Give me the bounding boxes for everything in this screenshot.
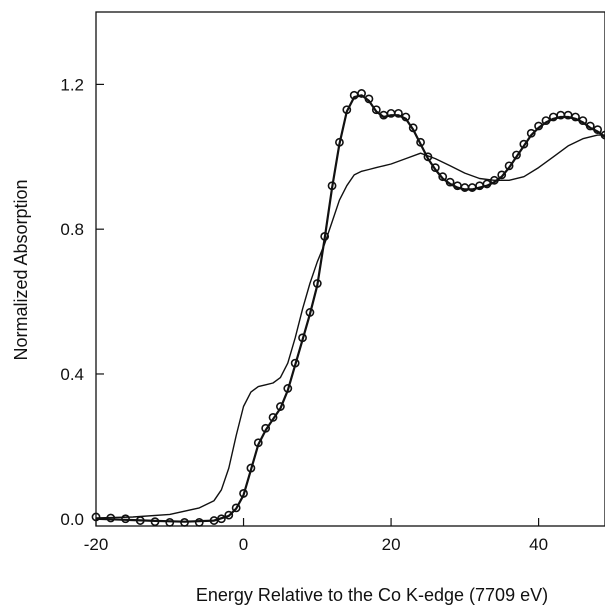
y-tick-label: 0.8 — [60, 220, 84, 239]
data-point — [394, 108, 403, 118]
marker-series — [91, 89, 605, 527]
data-point — [357, 89, 366, 98]
data-point — [497, 170, 507, 180]
data-point — [224, 510, 234, 520]
x-axis-label: Energy Relative to the Co K-edge (7709 e… — [196, 585, 548, 605]
y-tick-label: 1.2 — [60, 75, 84, 94]
data-point — [194, 517, 204, 527]
series-line — [95, 94, 605, 523]
x-tick-label: -20 — [84, 535, 109, 554]
data-point — [371, 105, 381, 115]
tick-layer: -20 0 20 40 0.0 0.4 0.8 1.2 — [60, 75, 548, 554]
x-tick-label: 0 — [239, 535, 248, 554]
x-tick-label: 20 — [382, 535, 401, 554]
series-layer — [91, 89, 605, 527]
y-axis-label: Normalized Absorption — [11, 179, 31, 360]
y-tick-label: 0.0 — [60, 510, 84, 529]
data-point — [504, 161, 514, 171]
series-line — [95, 134, 605, 519]
x-tick-label: 40 — [529, 535, 548, 554]
data-point — [106, 513, 116, 523]
data-point — [231, 503, 241, 513]
data-point — [438, 172, 448, 182]
y-tick-label: 0.4 — [60, 365, 84, 384]
plot-frame — [95, 11, 605, 527]
